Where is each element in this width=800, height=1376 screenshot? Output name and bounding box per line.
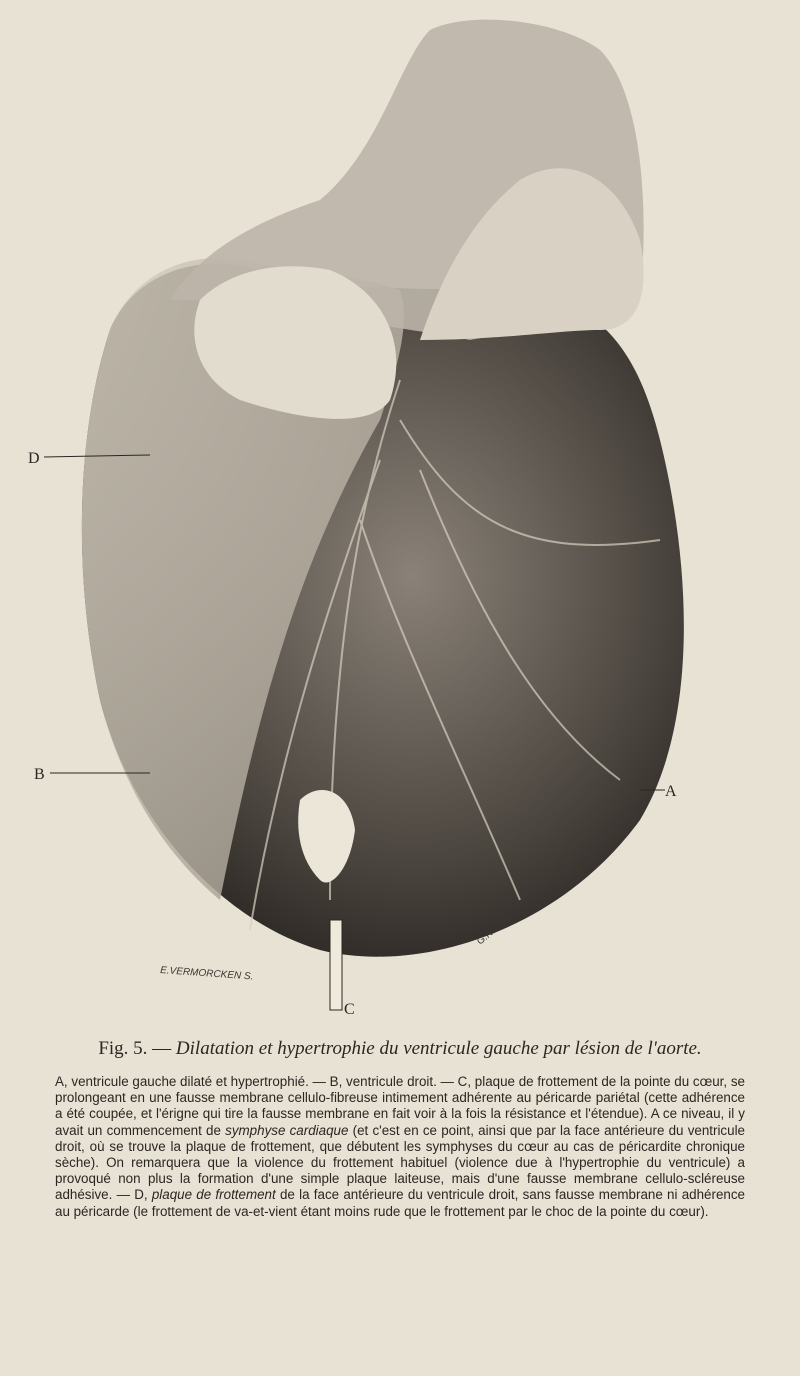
text: de la face antérieure du ventricule droi… [55,1187,746,1219]
engraver-signature: E.VERMORCKEN S. [160,965,254,982]
caption: Fig. 5. — Dilatation et hypertrophie du … [98,1038,702,1059]
text: A, ventricule gauche dilaté et hypertrop… [55,1074,745,1138]
illustration: D B A C E.VERMORCKEN S. G.NICOLET [28,19,684,1018]
legend-text: A, ventricule gauche dilaté et hypertrop… [55,1074,745,1220]
label-a: A [665,783,677,800]
italic-term: plaque de frottement [151,1187,276,1203]
italic-term: symphyse cardiaque [225,1122,349,1138]
figure-title: Dilatation et hypertrophie du ventricule… [175,1038,702,1059]
text: (et c'est en ce point, ainsi que par la … [55,1122,745,1203]
figure-number: Fig. 5. [98,1038,148,1059]
right-ventricle [81,258,404,900]
label-d: D [28,450,40,467]
vessels [249,379,661,931]
label-b: B [34,766,45,783]
hook [329,919,343,1011]
leader-lines [43,454,665,791]
label-c: C [344,1001,355,1018]
auricle [420,168,644,340]
friction-plaque [298,790,355,883]
pulmonary-artery [194,266,397,419]
